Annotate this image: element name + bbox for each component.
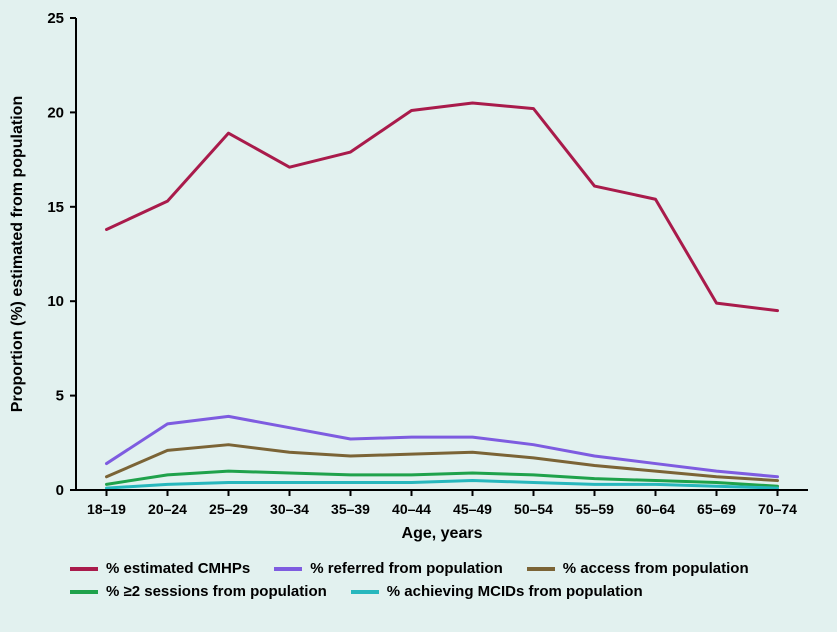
legend-label-mcid: % achieving MCIDs from population: [387, 583, 643, 600]
legend-item-referred: % referred from population: [274, 560, 503, 577]
x-tick-label: 45–49: [453, 501, 492, 517]
y-axis-label: Proportion (%) estimated from population: [9, 96, 26, 412]
y-tick-label: 20: [47, 104, 64, 121]
legend: % estimated CMHPs % referred from populat…: [70, 560, 810, 606]
legend-row-1: % estimated CMHPs % referred from populat…: [70, 560, 810, 577]
x-tick-label: 60–64: [636, 501, 675, 517]
x-tick-label: 35–39: [331, 501, 370, 517]
y-tick-label: 0: [56, 482, 64, 499]
legend-item-cmhp: % estimated CMHPs: [70, 560, 250, 577]
legend-swatch-access: [527, 567, 555, 571]
legend-swatch-referred: [274, 567, 302, 571]
legend-item-sessions: % ≥2 sessions from population: [70, 583, 327, 600]
legend-item-access: % access from population: [527, 560, 749, 577]
y-tick-label: 15: [47, 199, 64, 216]
x-axis-label: Age, years: [402, 525, 483, 542]
y-tick-label: 10: [47, 293, 64, 310]
x-tick-label: 65–69: [697, 501, 736, 517]
legend-swatch-cmhp: [70, 567, 98, 571]
legend-label-referred: % referred from population: [310, 560, 503, 577]
x-tick-label: 25–29: [209, 501, 248, 517]
x-tick-label: 50–54: [514, 501, 553, 517]
x-tick-label: 70–74: [758, 501, 797, 517]
line-chart: 0 5 10 15 20 25 18–19 20–24 25–29 30–34 35–39 40–44…: [0, 0, 837, 632]
chart-container: 0 5 10 15 20 25 18–19 20–24 25–29 30–34 35–39 40–44…: [0, 0, 837, 632]
x-tick-label: 30–34: [270, 501, 309, 517]
y-tick-label: 25: [47, 10, 64, 27]
legend-swatch-sessions: [70, 590, 98, 594]
legend-label-sessions: % ≥2 sessions from population: [106, 583, 327, 600]
x-tick-label: 18–19: [87, 501, 126, 517]
x-tick-label: 40–44: [392, 501, 431, 517]
x-tick-label: 20–24: [148, 501, 187, 517]
x-tick-label: 55–59: [575, 501, 614, 517]
legend-item-mcid: % achieving MCIDs from population: [351, 583, 643, 600]
legend-label-access: % access from population: [563, 560, 749, 577]
y-tick-label: 5: [56, 388, 64, 405]
legend-label-cmhp: % estimated CMHPs: [106, 560, 250, 577]
legend-swatch-mcid: [351, 590, 379, 594]
legend-row-2: % ≥2 sessions from population % achieving…: [70, 583, 810, 600]
